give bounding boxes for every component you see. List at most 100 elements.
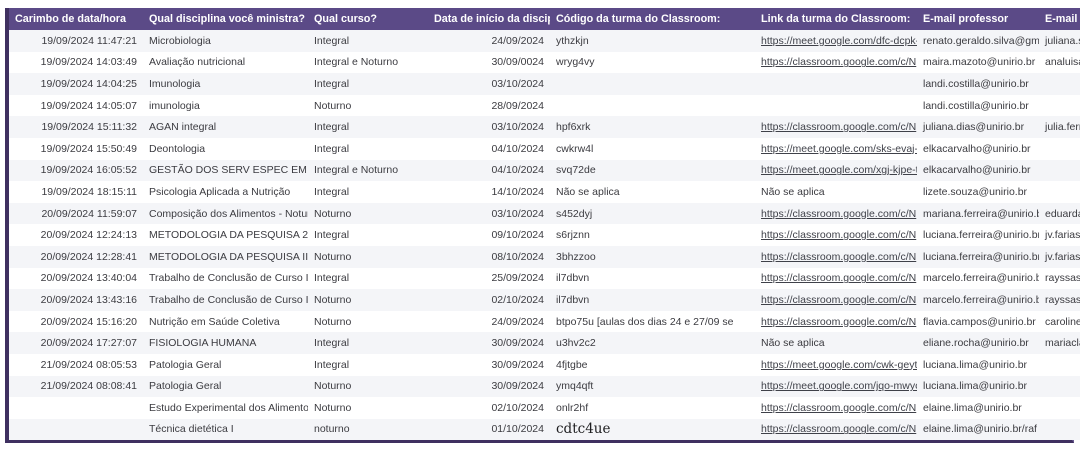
table-row: 20/09/2024 17:27:07 FISIOLOGIA HUMANA Inte… (9, 332, 1080, 354)
cell-professor_email: luciana.lima@unirio.br (923, 358, 1028, 371)
cell-start_date: 03/10/2024 (491, 207, 544, 220)
cell-class_code: wryg4vy (556, 56, 595, 69)
classroom-link[interactable]: https://meet.google.com/cwk-geyt (761, 358, 917, 371)
cell-class_code: Não se aplica (556, 185, 620, 198)
cell-professor_email: flavia.campos@unirio.br (923, 315, 1036, 328)
cell-class_code: 3bhzzoo (556, 250, 596, 263)
column-header-class_link: Link da turma do Classroom: (755, 8, 917, 30)
cell-start_date: 03/10/2024 (491, 121, 544, 134)
table-row: 21/09/2024 08:05:53 Patologia Geral Integr… (9, 353, 1080, 376)
cell-timestamp: 20/09/2024 17:27:07 (40, 337, 137, 350)
classroom-link[interactable]: https://classroom.google.com/c/N (761, 315, 917, 328)
header-row: Carimbo de data/hora Qual disciplina você… (9, 8, 1080, 30)
cell-discipline: METODOLOGIA DA PESQUISA II (149, 250, 308, 263)
table-row: 19/09/2024 11:47:21 Microbiologia Integral… (9, 30, 1080, 52)
cell-class_code: 4fjtgbe (556, 358, 588, 371)
cell-discipline: FISIOLOGIA HUMANA (149, 337, 257, 350)
cell-class_link: https://meet.google.com/cwk-geyt (755, 354, 917, 376)
classroom-link[interactable]: https://classroom.google.com/c/N (761, 272, 917, 285)
cell-professor_email: renato.geraldo.silva@gm (923, 34, 1039, 47)
classroom-link[interactable]: https://meet.google.com/jqo-mwyc (761, 380, 917, 393)
cell-monitor_email: carolinecosta@edu.uniri (1045, 315, 1080, 328)
cell-start_date: 02/10/2024 (491, 293, 544, 306)
cell-monitor_email (1039, 73, 1080, 95)
cell-class_link: https://classroom.google.com/c/N (755, 311, 917, 333)
column-header-discipline: Qual disciplina você ministra? (143, 8, 308, 30)
cell-timestamp: 20/09/2024 12:24:13 (40, 229, 137, 242)
classroom-link[interactable]: https://meet.google.com/xgj-kjpe-t (761, 164, 917, 177)
cell-discipline: Trabalho de Conclusão de Curso I (149, 272, 308, 285)
cell-timestamp: 20/09/2024 13:40:04 (40, 272, 137, 285)
classroom-link[interactable]: https://classroom.google.com/c/N (761, 207, 917, 220)
cell-course: Noturno (314, 401, 352, 414)
classroom-link[interactable]: https://classroom.google.com/c/N (761, 401, 917, 414)
table-row: 19/09/2024 14:03:49 Avaliação nutricional… (9, 51, 1080, 74)
cell-class_link: Não se aplica (761, 185, 825, 198)
cell-class_link: https://meet.google.com/xgj-kjpe-t (755, 160, 917, 182)
cell-monitor_email (1039, 138, 1080, 160)
cell-timestamp: 19/09/2024 14:03:49 (40, 56, 137, 69)
cell-start_date: 28/09/2024 (491, 99, 544, 112)
cell-discipline: Deontologia (149, 142, 206, 155)
table-row: Estudo Experimental dos Alimentos Noturno… (9, 397, 1080, 419)
cell-class_link: https://meet.google.com/sks-evaj- (755, 138, 917, 160)
cell-monitor_email: jv.fariasnutri@edu.unirio. (1045, 229, 1080, 242)
table-row: 20/09/2024 11:59:07 Composição dos Alimen… (9, 202, 1080, 225)
table-row: 20/09/2024 15:16:20 Nutrição em Saúde Col… (9, 310, 1080, 333)
cell-course: Noturno (314, 99, 352, 112)
classroom-link[interactable]: https://classroom.google.com/c/N (761, 423, 917, 436)
cell-start_date: 24/09/2024 (491, 34, 544, 47)
cell-course: Integral (314, 358, 350, 371)
cell-professor_email: elkacarvalho@unirio.br (923, 142, 1031, 155)
cell-class_code: il7dbvn (556, 272, 590, 285)
responses-table: Carimbo de data/hora Qual disciplina você… (9, 8, 1080, 441)
classroom-link[interactable]: https://meet.google.com/dfc-dcpk- (761, 34, 917, 47)
cell-start_date: 04/10/2024 (491, 164, 544, 177)
cell-monitor_email: eduarda.magalhaes@ed (1045, 207, 1080, 220)
cell-class_link: https://classroom.google.com/c/N (755, 268, 917, 290)
cell-professor_email: landi.costilla@unirio.br (923, 99, 1029, 112)
cell-discipline: Patologia Geral (149, 380, 222, 393)
cell-course: Noturno (314, 293, 352, 306)
classroom-link[interactable]: https://meet.google.com/sks-evaj- (761, 142, 917, 155)
classroom-link[interactable]: https://classroom.google.com/c/N (761, 56, 917, 69)
cell-course: Integral (314, 142, 350, 155)
cell-monitor_email (1039, 419, 1080, 441)
classroom-link[interactable]: https://classroom.google.com/c/N (761, 293, 917, 306)
cell-monitor_email: jv.fariasnutri@edu.unirio. (1045, 250, 1080, 263)
cell-class_code: ythzkjn (556, 34, 589, 47)
cell-class_link: https://classroom.google.com/c/N (755, 52, 917, 74)
cell-class_link: https://classroom.google.com/c/N (755, 116, 917, 138)
responses-table-container: Carimbo de data/hora Qual disciplina você… (5, 8, 1080, 444)
cell-professor_email: elkacarvalho@unirio.br (923, 164, 1031, 177)
cell-discipline: Patologia Geral (149, 358, 222, 371)
cell-timestamp: 19/09/2024 18:15:11 (41, 185, 137, 198)
column-header-timestamp: Carimbo de data/hora (9, 8, 143, 30)
cell-monitor_email (1039, 160, 1080, 182)
table-row: 19/09/2024 15:11:32 AGAN integral Integral… (9, 116, 1080, 138)
cell-course: noturno (314, 423, 350, 436)
cell-class_code: onlr2hf (556, 401, 589, 414)
cell-discipline: Avaliação nutricional (149, 56, 246, 69)
cell-start_date: 24/09/2024 (491, 315, 544, 328)
table-row: 19/09/2024 16:05:52 GESTÃO DOS SERV ESPEC… (9, 159, 1080, 182)
cell-timestamp: 21/09/2024 08:08:41 (40, 380, 137, 393)
classroom-link[interactable]: https://classroom.google.com/c/N (761, 229, 917, 242)
cell-course: Integral (314, 272, 350, 285)
column-header-start_date: Data de início da disciplina (428, 8, 550, 30)
cell-monitor_email (1039, 397, 1080, 419)
cell-class_code: il7dbvn (556, 293, 590, 306)
table-row: 20/09/2024 12:24:13 METODOLOGIA DA PESQUI… (9, 224, 1080, 246)
cell-professor_email: luciana.lima@unirio.br (923, 380, 1028, 393)
cell-start_date: 02/10/2024 (491, 401, 544, 414)
table-row: 21/09/2024 08:08:41 Patologia Geral Noturn… (9, 375, 1080, 398)
cell-discipline: Nutrição em Saúde Coletiva (149, 315, 280, 328)
cell-discipline: imunologia (149, 99, 200, 112)
cell-course: Integral e Noturno (314, 164, 399, 177)
classroom-link[interactable]: https://classroom.google.com/c/N (761, 121, 917, 134)
cell-professor_email: eliane.rocha@unirio.br (923, 337, 1029, 350)
cell-start_date: 04/10/2024 (491, 142, 544, 155)
cell-timestamp: 21/09/2024 08:05:53 (40, 358, 137, 371)
cell-professor_email: mariana.ferreira@unirio.b (923, 207, 1039, 220)
classroom-link[interactable]: https://classroom.google.com/c/N (761, 250, 917, 263)
